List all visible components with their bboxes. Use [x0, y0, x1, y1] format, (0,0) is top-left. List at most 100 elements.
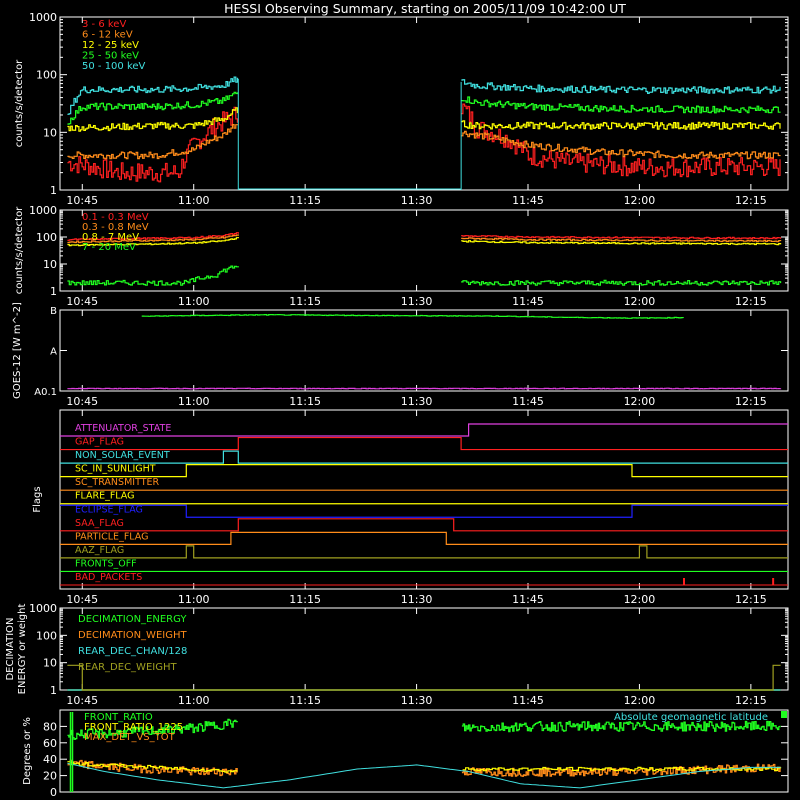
x-tick-label: 10:45 — [66, 593, 98, 606]
figure-title: HESSI Observing Summary, starting on 200… — [224, 1, 626, 16]
x-tick-label: 12:15 — [735, 694, 767, 707]
panel-frame — [59, 409, 789, 590]
panel-frame — [59, 709, 789, 793]
y-tick-label: 40 — [43, 753, 57, 766]
x-tick-label: 11:45 — [512, 593, 544, 606]
flag-label: NON_SOLAR_EVENT — [75, 450, 170, 461]
y-tick-label: 100 — [36, 231, 57, 244]
x-tick-label: 11:00 — [178, 694, 210, 707]
y-tick-label: 10 — [43, 258, 57, 271]
x-tick-label: 12:15 — [735, 395, 767, 408]
panel-decimation: 10:45 11:00 11:15 11:30 11:45 12:00 12:15 1 10 10… — [5, 602, 789, 707]
flag-label: SAA_FLAG — [75, 518, 124, 529]
legend-entry: 12 - 25 keV — [82, 40, 139, 51]
flag-line — [60, 504, 788, 518]
x-tick-label: 12:00 — [624, 295, 656, 308]
x-tick-label: 11:00 — [178, 395, 210, 408]
legend-entry: REAR_DEC_WEIGHT — [78, 662, 177, 673]
y-tick-label: B — [50, 306, 57, 317]
panels: 10:45 11:00 11:15 11:30 11:45 12:00 12:1511010… — [5, 11, 789, 799]
x-tick-label: 10:45 — [66, 295, 98, 308]
legend-entry: 25 - 50 keV — [82, 51, 139, 62]
series-line — [141, 314, 684, 319]
flag-label: GAP_FLAG — [75, 437, 124, 448]
y-axis-label: ENERGY or weight — [17, 604, 28, 695]
y-axis-label: GOES-12 [W m^-2] — [12, 302, 23, 399]
y-tick-label: 10 — [43, 657, 57, 670]
series-line — [67, 664, 781, 691]
flag-label: FRONTS_OFF — [75, 558, 137, 569]
legend-entry: DECIMATION_WEIGHT — [78, 630, 187, 641]
flag-line — [60, 450, 788, 464]
x-tick-label: 11:30 — [401, 194, 433, 207]
y-axis-label: Degrees or % — [22, 717, 33, 785]
series-line — [67, 232, 782, 241]
y-tick-label: 100 — [36, 69, 57, 82]
panel-flags: 10:45 11:00 11:15 11:30 11:45 12:00 12:15 Flags… — [32, 409, 789, 606]
y-axis-label: Flags — [32, 486, 43, 512]
flag-line — [60, 518, 788, 532]
panel-frame — [59, 209, 789, 292]
flag-label: ECLIPSE_FLAG — [75, 504, 143, 515]
y-tick-label: 100 — [36, 629, 57, 642]
y-tick-label: 0 — [50, 786, 57, 799]
x-tick-label: 11:15 — [289, 194, 321, 207]
legend-entry: Absolute geomagnetic latitude — [614, 712, 768, 723]
y-tick-label: 1 — [50, 184, 57, 197]
legend-entry: 6 - 12 keV — [82, 30, 133, 41]
flag-label: FLARE_FLAG — [75, 491, 135, 502]
legend-entry: FRONT_RATIO — [84, 712, 153, 723]
x-tick-label: 11:15 — [289, 593, 321, 606]
series-line — [67, 234, 782, 244]
panel-ratios: 0 20 40 60 80 Degrees or % FRONT_RATIOFRONT_RA… — [22, 709, 789, 799]
y-tick-label: 20 — [43, 770, 57, 783]
x-tick-label: 11:45 — [512, 694, 544, 707]
x-tick-label: 12:00 — [624, 593, 656, 606]
y-tick-label: 1000 — [29, 11, 57, 24]
flag-label: SC_IN_SUNLIGHT — [75, 464, 156, 475]
flag-label: ATTENUATOR_STATE — [75, 423, 171, 434]
legend-entry: 0.1 - 0.3 MeV — [82, 212, 149, 223]
legend-entry: 0.8 - 7 MeV — [82, 232, 139, 243]
series-line — [67, 103, 781, 183]
series-line — [67, 718, 781, 740]
y-tick-label: 1 — [50, 684, 57, 697]
x-tick-label: 12:15 — [735, 194, 767, 207]
x-tick-label: 12:00 — [624, 194, 656, 207]
legend-entry: DECIMATION_ENERGY — [78, 614, 187, 625]
x-tick-label: 10:45 — [66, 395, 98, 408]
flag-line — [60, 423, 788, 437]
legend-entry: 50 - 100 keV — [82, 61, 146, 72]
series-line — [67, 124, 781, 160]
x-tick-label: 12:00 — [624, 395, 656, 408]
legend-entry: 3 - 6 keV — [82, 19, 126, 30]
y-tick-label: 1000 — [29, 602, 57, 615]
flag-label: AAZ_FLAG — [75, 545, 124, 556]
flag-line — [60, 531, 788, 545]
x-tick-label: 11:00 — [178, 295, 210, 308]
series-line — [67, 91, 781, 125]
legend-entry: MAX_DET_VS_TOT — [84, 732, 176, 743]
series-line — [67, 762, 781, 789]
flag-line — [60, 436, 788, 451]
x-tick-label: 11:45 — [512, 395, 544, 408]
x-tick-label: 11:45 — [512, 295, 544, 308]
legend-entry: REAR_DEC_CHAN/128 — [78, 646, 187, 657]
x-tick-label: 12:15 — [735, 593, 767, 606]
legend-entry: 7 - 20 MeV — [82, 242, 136, 253]
y-axis-label: DECIMATION — [5, 617, 16, 680]
x-tick-label: 11:15 — [289, 395, 321, 408]
flag-label: BAD_PACKETS — [75, 572, 142, 583]
x-tick-label: 11:15 — [289, 694, 321, 707]
x-tick-label: 11:30 — [401, 395, 433, 408]
x-tick-label: 11:30 — [401, 694, 433, 707]
legend-entry: FRONT_RATIO_1225 — [84, 722, 183, 733]
panel-lightcurve-high: 10:45 11:00 11:15 11:30 11:45 12:00 12:15 1 10 10… — [14, 204, 789, 308]
panel-goes: 10:45 11:00 11:15 11:30 11:45 12:00 12:15 A0.1 A… — [12, 302, 789, 408]
legend-swatch — [781, 711, 787, 718]
y-axis-label: counts/s/detector — [14, 59, 25, 147]
x-tick-label: 11:15 — [289, 295, 321, 308]
panel-lightcurve-low: 10:45 11:00 11:15 11:30 11:45 12:00 12:15 1 10 10… — [14, 11, 789, 207]
series-line — [67, 237, 782, 247]
